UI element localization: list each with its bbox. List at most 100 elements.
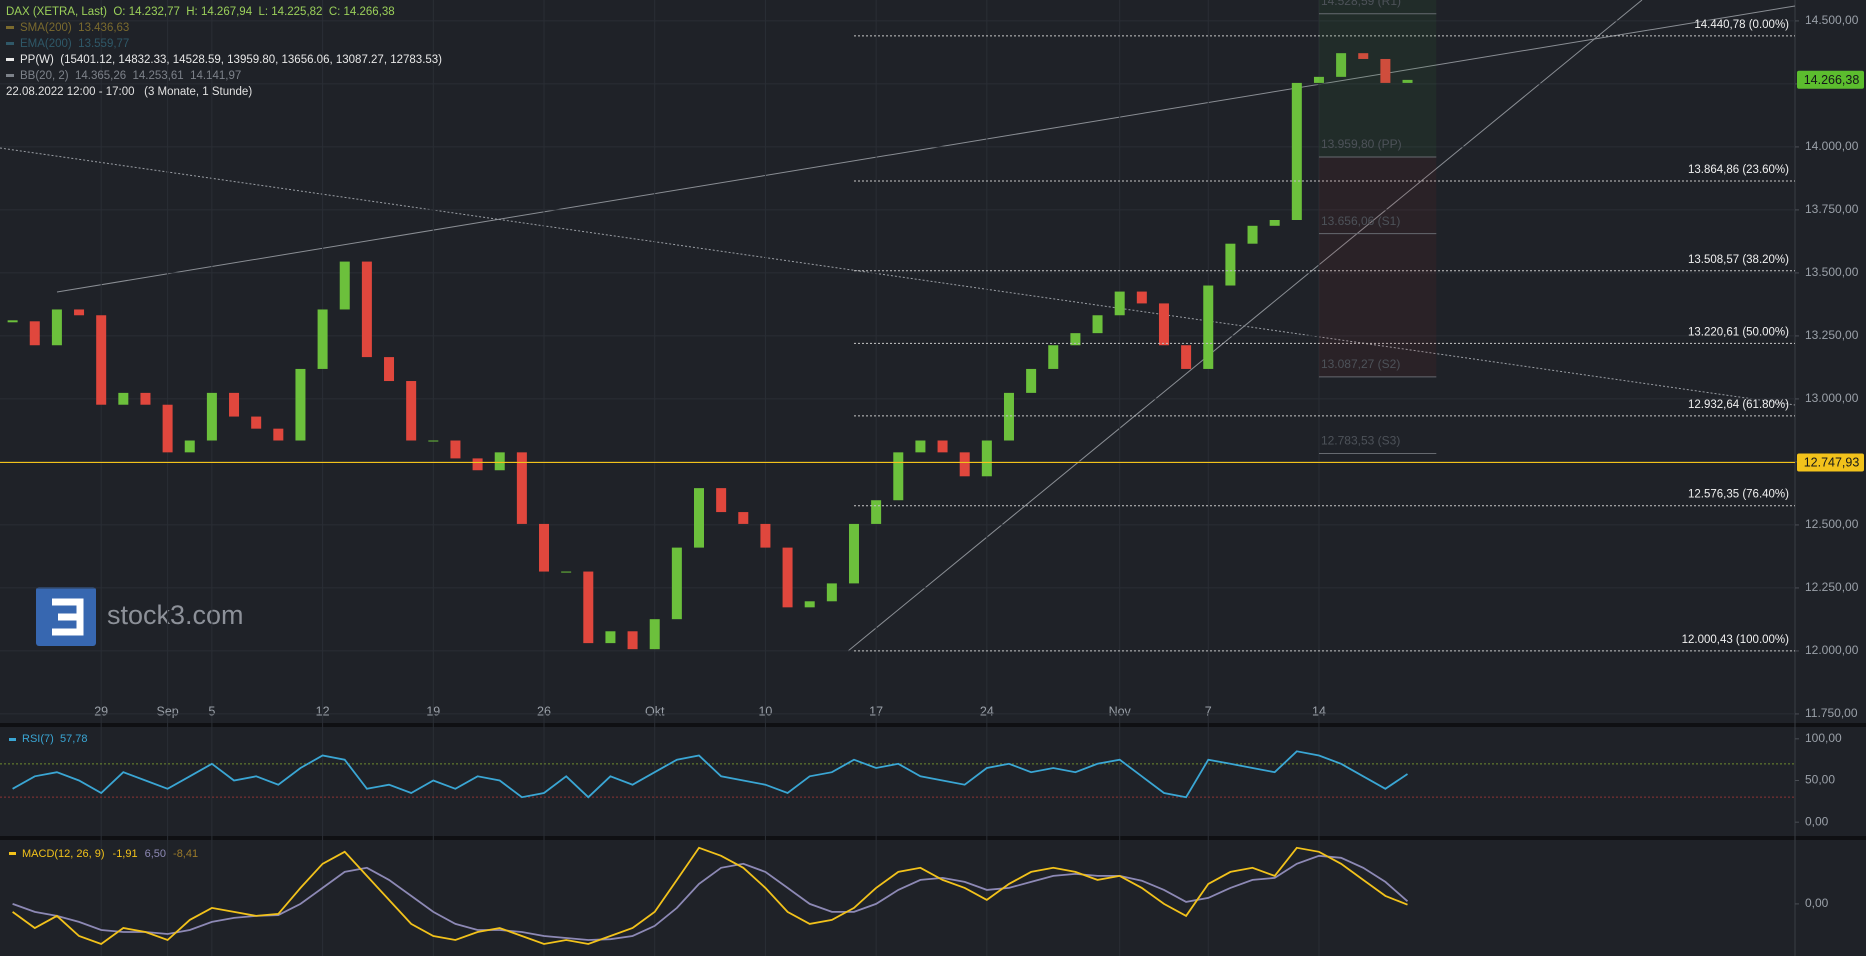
series-name: DAX (XETRA, Last): [6, 6, 107, 18]
candle: [1313, 76, 1324, 83]
y-tick-label: 13.000,00: [1805, 391, 1859, 405]
x-tick-label: Nov: [1109, 704, 1132, 718]
candle: [848, 523, 859, 584]
logo-text: stock3.com: [107, 600, 244, 630]
legend-value: 57,78: [60, 733, 88, 745]
header-line: DAX (XETRA, Last) O: 14.232,77 H: 14.267…: [6, 4, 442, 20]
candle: [361, 261, 372, 358]
legend-swatch: [6, 42, 14, 46]
ohlc: O: 14.232,77 H: 14.267,94 L: 14.225,82 C…: [113, 6, 395, 18]
fib-label: 12.932,64 (61.80%): [1688, 399, 1789, 411]
candle: [118, 392, 129, 405]
pivot-label: 13.087,27 (S2): [1321, 357, 1400, 371]
header-line: EMA(200) 13.559,77: [6, 36, 442, 52]
y-tick-label: 100,00: [1805, 731, 1842, 745]
candle: [96, 315, 107, 405]
y-tick-label: 50,00: [1805, 773, 1835, 787]
indicator-name: SMA(200): [20, 22, 72, 34]
header-line: BB(20, 2) 14.365,26 14.253,61 14.141,97: [6, 68, 442, 84]
series-line: [12, 846, 1408, 946]
candle: [206, 392, 217, 441]
candle: [1092, 315, 1103, 334]
candle: [1181, 345, 1192, 369]
fib-label: 12.576,35 (76.40%): [1688, 489, 1789, 501]
y-tick-label: 12.250,00: [1805, 580, 1859, 594]
panel-divider: [0, 723, 1866, 727]
candle: [251, 416, 262, 429]
fib-label: 13.508,57 (38.20%): [1688, 254, 1789, 266]
x-tick-label: 10: [758, 704, 772, 718]
candle: [273, 428, 284, 441]
candle: [893, 452, 904, 501]
candle: [561, 571, 572, 573]
x-tick-label: 19: [426, 704, 440, 718]
header: DAX (XETRA, Last) O: 14.232,77 H: 14.267…: [6, 4, 442, 100]
x-tick-label: 5: [208, 704, 215, 718]
price-tag-label: 12.747,93: [1804, 456, 1860, 470]
candle: [959, 452, 970, 477]
candle: [1269, 220, 1280, 226]
candle: [74, 309, 85, 316]
candle: [915, 440, 926, 453]
candle: [716, 488, 727, 513]
y-tick-label: 13.500,00: [1805, 265, 1859, 279]
candle: [494, 452, 505, 471]
candle: [1070, 333, 1081, 346]
candle: [1026, 368, 1037, 393]
fib-label: 13.864,86 (23.60%): [1688, 164, 1789, 176]
candle: [1380, 58, 1391, 83]
candle: [871, 500, 882, 524]
series-line: [12, 750, 1409, 799]
legend-value: 6,50: [145, 848, 166, 860]
candle: [671, 547, 682, 620]
candle: [804, 601, 815, 608]
y-tick-label: 0,00: [1805, 896, 1829, 910]
candle: [1358, 53, 1369, 59]
candle: [295, 368, 306, 441]
pivot-label: 14.528,59 (R1): [1321, 0, 1401, 8]
candle: [694, 488, 705, 548]
legend-value: -8,41: [173, 848, 198, 860]
x-tick-label: 26: [537, 704, 551, 718]
pivot-label: 13.656,06 (S1): [1321, 214, 1400, 228]
trend-line: [847, 0, 1643, 652]
candle: [1114, 291, 1125, 316]
candle: [1048, 345, 1059, 369]
y-tick-label: 14.000,00: [1805, 139, 1859, 153]
candle: [605, 631, 616, 644]
header-line: SMA(200) 13.436,63: [6, 20, 442, 36]
candle: [1336, 53, 1347, 77]
candle: [140, 392, 151, 405]
legend-swatch: [9, 738, 16, 741]
legend-name: MACD(12, 26, 9): [22, 848, 105, 860]
candle: [472, 458, 483, 471]
candle: [450, 440, 461, 459]
legend-value: -1,91: [113, 848, 138, 860]
candle: [937, 440, 948, 453]
candle: [1225, 243, 1236, 286]
pivot-zone: [1318, 0, 1437, 158]
candle: [406, 381, 417, 441]
candle: [1136, 291, 1147, 304]
y-tick-label: 0,00: [1805, 814, 1829, 828]
legend-swatch: [6, 26, 14, 30]
x-tick-label: Sep: [156, 704, 178, 718]
candle: [317, 309, 328, 369]
candle: [339, 261, 350, 310]
indicator-value: 13.436,63: [78, 22, 130, 34]
indicator-name: PP(W): [20, 54, 54, 66]
x-tick-label: 7: [1205, 704, 1212, 718]
y-tick-label: 13.250,00: [1805, 328, 1859, 342]
legend-swatch: [9, 852, 16, 855]
pivot-label: 13.959,80 (PP): [1321, 137, 1402, 151]
candle: [760, 523, 771, 548]
candle: [516, 452, 527, 524]
candle: [583, 571, 594, 644]
x-tick-label: 12: [316, 704, 330, 718]
fib-label: 12.000,43 (100.00%): [1682, 634, 1790, 646]
logo-glyph: [52, 598, 84, 636]
pivot-zone: [1318, 157, 1437, 377]
candle: [162, 404, 173, 453]
fib-label: 14.440,78 (0.00%): [1694, 19, 1789, 31]
y-tick-label: 12.500,00: [1805, 517, 1859, 531]
